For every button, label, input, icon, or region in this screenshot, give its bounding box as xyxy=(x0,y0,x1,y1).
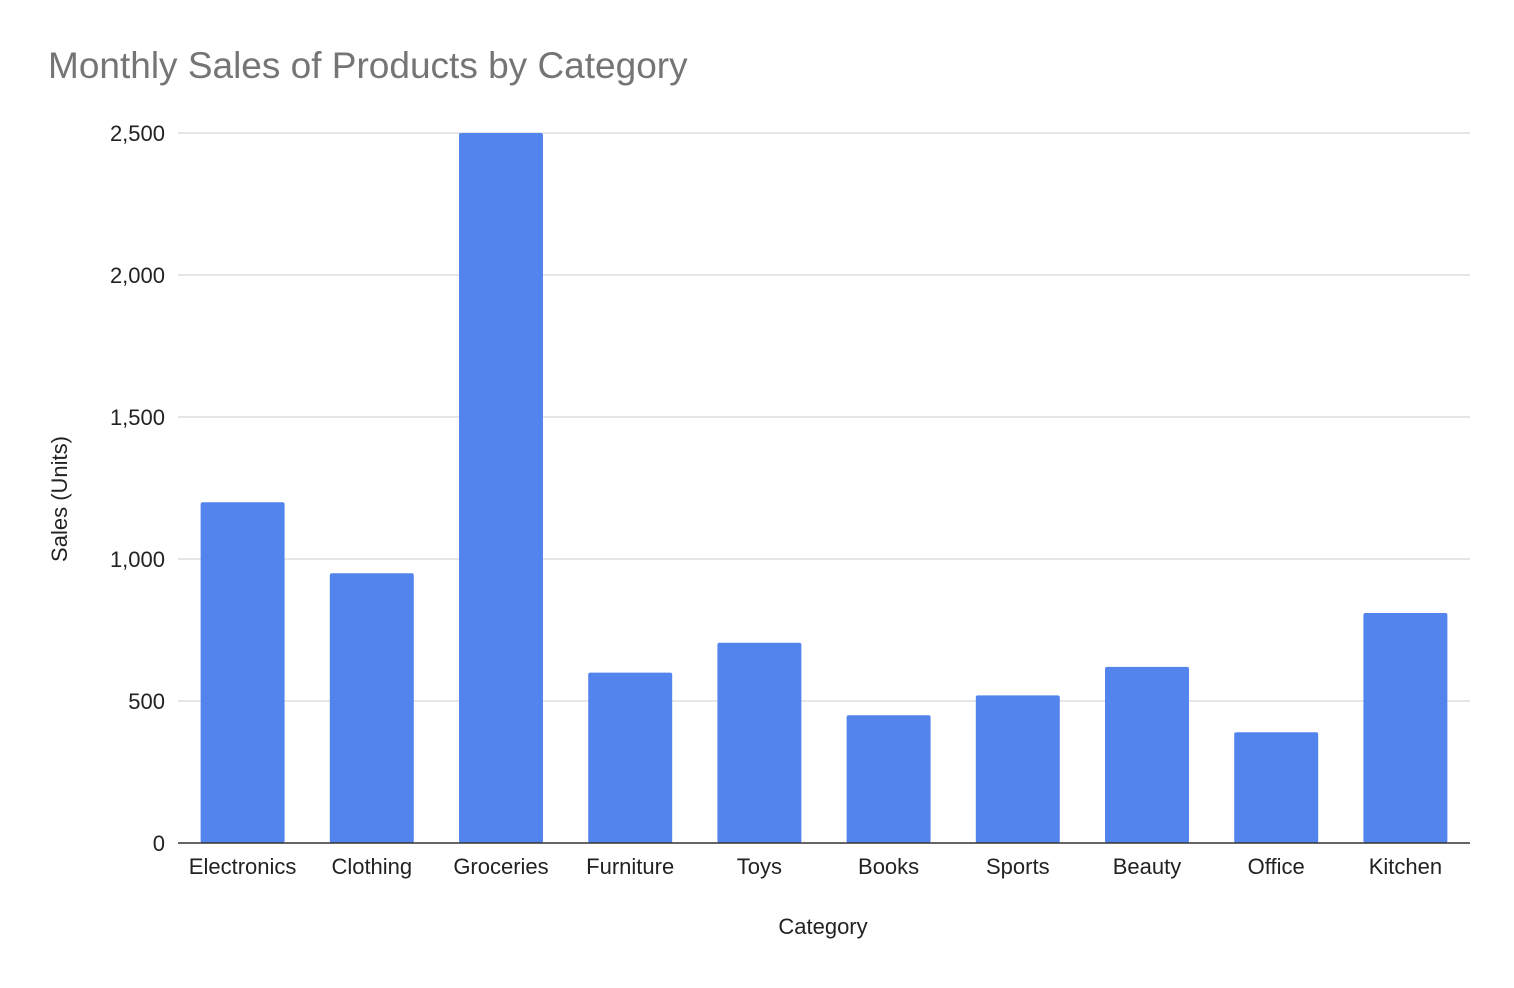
x-tick-label: Books xyxy=(858,854,919,879)
x-tick-label: Groceries xyxy=(453,854,548,879)
gridlines xyxy=(178,132,1470,702)
x-axis-ticks: Electronics Clothing Groceries Furniture Toy… xyxy=(189,854,1442,879)
x-tick-label: Toys xyxy=(737,854,782,879)
bar-sports xyxy=(975,695,1060,843)
x-tick-label: Office xyxy=(1248,854,1305,879)
bar-groceries xyxy=(459,133,543,843)
x-axis-title: Category xyxy=(778,914,867,939)
bar-clothing xyxy=(329,573,414,843)
x-tick-label: Furniture xyxy=(586,854,674,879)
y-tick-label: 0 xyxy=(153,831,165,856)
y-axis-ticks: 0 500 1,000 1,500 2,000 2,500 xyxy=(110,121,165,856)
chart-title: Monthly Sales of Products by Category xyxy=(48,45,688,86)
bar-books xyxy=(846,715,931,843)
bar-furniture xyxy=(588,672,673,843)
y-axis-title: Sales (Units) xyxy=(47,436,72,562)
x-tick-label: Clothing xyxy=(331,854,412,879)
bar-electronics xyxy=(200,502,285,843)
x-tick-label: Electronics xyxy=(189,854,297,879)
bar-kitchen xyxy=(1363,612,1448,843)
x-tick-label: Sports xyxy=(986,854,1050,879)
y-tick-label: 500 xyxy=(128,689,165,714)
bar-office xyxy=(1234,732,1319,843)
bar-beauty xyxy=(1105,666,1189,843)
bar-toys xyxy=(717,642,802,843)
y-tick-label: 2,500 xyxy=(110,121,165,146)
x-tick-label: Kitchen xyxy=(1369,854,1442,879)
x-tick-label: Beauty xyxy=(1113,854,1182,879)
bars xyxy=(200,133,1448,843)
y-tick-label: 2,000 xyxy=(110,263,165,288)
y-tick-label: 1,000 xyxy=(110,547,165,572)
y-tick-label: 1,500 xyxy=(110,405,165,430)
